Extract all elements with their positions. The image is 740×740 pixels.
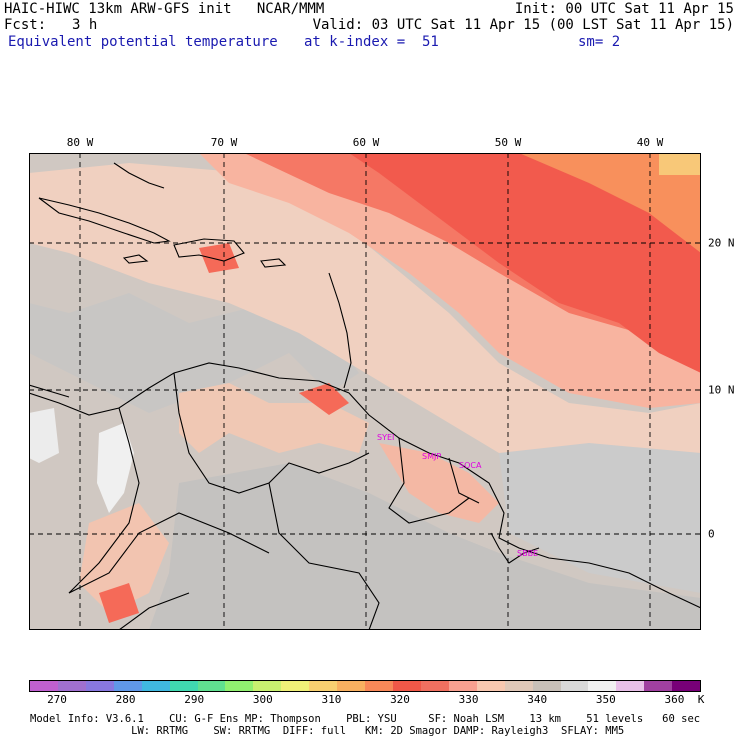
border-3 — [388, 437, 470, 524]
valid-time: Valid: 03 UTC Sat 11 Apr 15 (00 LST Sat … — [312, 17, 734, 33]
init-time: Init: 00 UTC Sat 11 Apr 15 — [514, 1, 734, 17]
lon-label-60w: 60 W — [352, 136, 380, 149]
coast-bahamas — [113, 162, 165, 189]
colorbar-segment-20 — [588, 681, 617, 691]
coast-south-america — [29, 362, 701, 609]
colorbar-segment-10 — [309, 681, 338, 691]
colorbar-segment-5 — [169, 681, 198, 691]
field-pale-andes-2 — [29, 408, 59, 463]
lon-label-70w: 70 W — [210, 136, 238, 149]
colorbar-segment-4 — [141, 681, 170, 691]
colorbar-segment-21 — [616, 681, 645, 691]
colorbar-segment-9 — [281, 681, 310, 691]
field-warm-land-1 — [179, 383, 369, 453]
coast-jamaica — [122, 254, 149, 264]
station-syei: SYEI — [377, 433, 394, 442]
map-frame — [29, 153, 701, 630]
field-hot-spot-2 — [99, 583, 139, 623]
lat-label-10n: 10 N — [708, 383, 735, 397]
lat-lon-grid — [29, 153, 701, 630]
colorbar-label-340: 340 — [527, 693, 548, 706]
colorbar-segment-18 — [532, 681, 561, 691]
colorbar-segment-23 — [672, 681, 701, 691]
coast-amazon-mouth — [490, 532, 540, 564]
colorbar-label-360: 360 — [664, 693, 685, 706]
field-hot-spot-3 — [199, 243, 239, 273]
colorbar-segment-8 — [253, 681, 282, 691]
forecast-hour: 3 h — [72, 17, 98, 33]
colorbar-label-280: 280 — [115, 693, 136, 706]
smoothing-value: sm= 2 — [578, 34, 621, 50]
border-1 — [173, 372, 370, 494]
border-2 — [68, 407, 140, 594]
coast-cuba — [38, 197, 171, 244]
colorbar-label-290: 290 — [184, 693, 205, 706]
border-west — [68, 512, 270, 594]
colorbar-segment-3 — [113, 681, 142, 691]
model-info-line2: LW: RRTMG SW: RRTMG DIFF: full KM: 2D Sm… — [30, 725, 625, 737]
colorbar-label-320: 320 — [390, 693, 410, 706]
lon-label-50w: 50 W — [494, 136, 522, 149]
colorbar-segment-22 — [644, 681, 673, 691]
field-grey-east — [499, 443, 701, 593]
lat-label-0: 0 — [708, 527, 715, 541]
colorbar-segment-16 — [476, 681, 505, 691]
colorbar-label-330: 330 — [458, 693, 479, 706]
lon-label-40w: 40 W — [636, 136, 664, 149]
field-warm-land-3 — [79, 503, 169, 613]
field-red-core — [349, 153, 701, 373]
colorbar-segment-14 — [420, 681, 449, 691]
field-warm-land-2 — [379, 443, 499, 523]
station-sbbe: SBBE — [517, 549, 538, 558]
station-smjp: SMJP — [422, 452, 441, 461]
coast-hispaniola — [173, 238, 245, 262]
colorbar-segment-1 — [57, 681, 86, 691]
colorbar — [29, 680, 701, 692]
model-info-line1: Model Info: V3.6.1 CU: G-F Ens MP: Thomp… — [30, 713, 701, 725]
colorbar-segment-19 — [560, 681, 589, 691]
coast-antilles — [328, 272, 352, 389]
level-index: at k-index = 51 — [304, 34, 439, 50]
coast-puerto-rico — [260, 258, 287, 268]
colorbar-segment-6 — [197, 681, 226, 691]
colorbar-segment-15 — [448, 681, 477, 691]
colorbar-segment-17 — [504, 681, 533, 691]
lon-label-80w: 80 W — [66, 136, 94, 149]
colorbar-label-270: 270 — [47, 693, 67, 706]
colorbar-segment-0 — [30, 681, 58, 691]
field-cool-south — [149, 463, 701, 630]
field-yellow-ne — [659, 153, 701, 175]
forecast-label: Fcst: — [4, 17, 47, 33]
colorbar-unit: K — [697, 693, 705, 706]
coast-central-america — [29, 384, 70, 398]
coastlines — [29, 162, 701, 630]
colorbar-segment-7 — [225, 681, 254, 691]
border-bolivia — [118, 592, 190, 630]
field-tan-band — [29, 163, 701, 453]
border-4 — [448, 457, 480, 504]
border-amazon — [268, 482, 380, 630]
field-hot-spot-1 — [299, 383, 349, 415]
field-pale-andes — [97, 423, 134, 513]
model-title: HAIC-HIWC 13km ARW-GFS init NCAR/MMM — [4, 1, 325, 17]
colorbar-label-310: 310 — [321, 693, 342, 706]
colorbar-label-350: 350 — [595, 693, 616, 706]
colorbar-segment-12 — [365, 681, 393, 691]
field-orange-ne — [519, 153, 701, 253]
station-soca: SOCA — [459, 461, 482, 470]
theta-e-map: SYEI SMJP SOCA SBBE — [29, 153, 701, 630]
colorbar-label-300: 300 — [252, 693, 273, 706]
colorbar-segment-11 — [337, 681, 366, 691]
colorbar-segment-13 — [392, 681, 421, 691]
colorbar-segment-2 — [85, 681, 114, 691]
field-name: Equivalent potential temperature — [8, 34, 278, 50]
lat-label-20n: 20 N — [708, 236, 735, 250]
